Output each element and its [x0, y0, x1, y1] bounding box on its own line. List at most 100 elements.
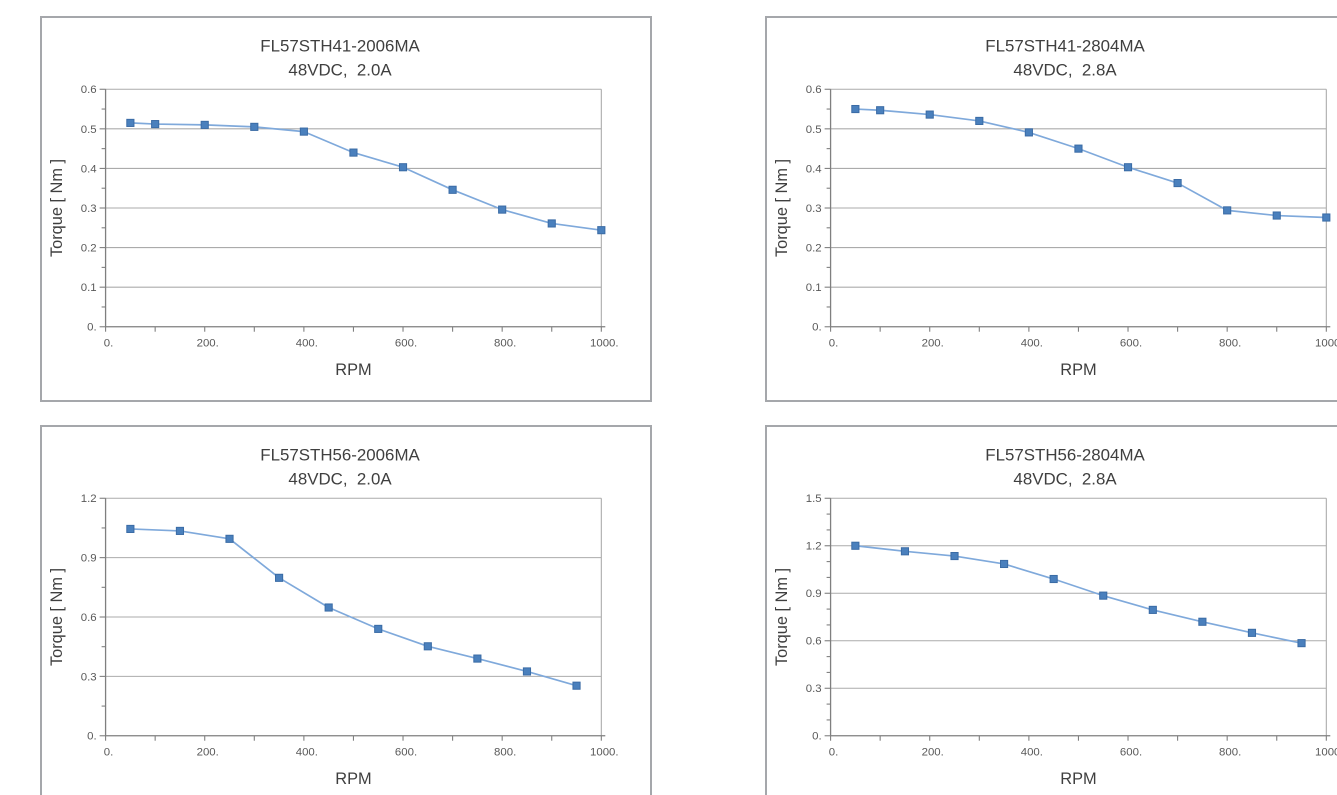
data-point-marker — [1272, 211, 1281, 220]
x-tick-label: 1000. — [1315, 338, 1337, 350]
series-markers — [851, 541, 1306, 648]
chart-subtitle: 48VDC, 2.0A — [288, 60, 392, 79]
tick-labels: 0. 0.3 0.6 0.9 1.2 1.5 0. 200. 400. 600. 800. 1000. — [806, 493, 1337, 758]
data-point-marker — [324, 603, 333, 612]
data-point-marker — [522, 667, 532, 676]
x-tick-label: 1000. — [1315, 747, 1337, 759]
data-point-marker — [1099, 591, 1108, 600]
data-point-marker — [1024, 128, 1033, 137]
y-tick-label: 0.4 — [81, 163, 97, 175]
x-tick-label: 200. — [922, 338, 944, 350]
x-tick-label: 200. — [197, 747, 219, 759]
y-tick-label: 0.4 — [806, 163, 822, 175]
y-tick-label: 0.3 — [806, 203, 822, 215]
y-tick-label: 1.5 — [806, 493, 822, 505]
x-tick-label: 800. — [1219, 747, 1241, 759]
x-tick-label: 0. — [104, 747, 114, 759]
x-tick-label: 800. — [494, 747, 516, 759]
chart-panel-top-left: 0. 0.1 0.2 0.3 0.4 0.5 0.6 0. 200. 400. 600. 800. 10… — [40, 16, 652, 402]
data-point-marker — [151, 120, 160, 129]
x-tick-label: 400. — [1021, 747, 1043, 759]
y-tick-label: 0.2 — [81, 243, 97, 255]
data-point-marker — [1322, 213, 1331, 222]
axis-ticks — [824, 497, 1327, 741]
data-point-marker — [473, 654, 482, 663]
gridlines — [830, 497, 1327, 736]
data-point-marker — [547, 219, 556, 228]
x-tick-label: 400. — [1021, 338, 1043, 350]
y-tick-label: 0.6 — [806, 84, 822, 96]
torque-curve-chart: 0. 0.3 0.6 0.9 1.2 0. 200. 400. 600. 800. 1000. FL5… — [48, 446, 619, 789]
y-axis-label: Torque [ Nm ] — [773, 568, 791, 666]
data-point-marker — [250, 122, 259, 131]
x-tick-label: 600. — [1120, 338, 1142, 350]
data-point-marker — [1173, 179, 1182, 188]
data-point-marker — [975, 116, 984, 125]
data-point-marker — [1247, 628, 1257, 637]
data-point-marker — [1123, 163, 1133, 172]
axis-ticks — [99, 88, 602, 332]
tick-labels: 0. 0.1 0.2 0.3 0.4 0.5 0.6 0. 200. 400. 600. 800. 10… — [81, 84, 619, 349]
y-tick-label: 0.9 — [806, 588, 822, 600]
y-tick-label: 0.9 — [81, 553, 97, 565]
data-point-marker — [175, 526, 185, 535]
data-point-marker — [1148, 605, 1157, 614]
gridlines — [105, 497, 602, 736]
data-point-marker — [200, 120, 209, 129]
data-point-marker — [597, 226, 606, 235]
y-tick-label: 0.1 — [81, 282, 97, 294]
tick-labels: 0. 0.1 0.2 0.3 0.4 0.5 0.6 0. 200. 400. 600. 800. 10… — [806, 84, 1337, 349]
x-axis-label: RPM — [335, 361, 371, 379]
gridlines — [830, 88, 1327, 327]
data-point-marker — [1198, 617, 1207, 626]
y-tick-label: 0.6 — [806, 636, 822, 648]
x-tick-label: 200. — [197, 338, 219, 350]
series-line — [855, 108, 1327, 219]
x-tick-label: 800. — [494, 338, 516, 350]
data-point-marker — [126, 118, 135, 127]
torque-curve-chart: 0. 0.1 0.2 0.3 0.4 0.5 0.6 0. 200. 400. 600. 800. 10… — [48, 37, 619, 380]
chart-panel-bottom-right: 0. 0.3 0.6 0.9 1.2 1.5 0. 200. 400. 600. 800. 1000.… — [765, 425, 1337, 795]
y-tick-label: 0.1 — [806, 282, 822, 294]
y-tick-label: 1.2 — [806, 541, 822, 553]
data-point-marker — [423, 642, 432, 651]
x-tick-label: 800. — [1219, 338, 1241, 350]
data-point-marker — [572, 681, 581, 690]
y-tick-label: 0. — [812, 731, 822, 743]
data-point-marker — [900, 547, 910, 556]
y-tick-label: 0.6 — [81, 84, 97, 96]
series-markers — [851, 104, 1331, 222]
x-tick-label: 0. — [104, 338, 114, 350]
torque-curve-chart: 0. 0.3 0.6 0.9 1.2 1.5 0. 200. 400. 600. 800. 1000.… — [773, 446, 1337, 789]
series-line — [130, 528, 577, 687]
y-tick-label: 0.5 — [81, 124, 97, 136]
chart-subtitle: 48VDC, 2.8A — [1013, 469, 1117, 488]
torque-curve-chart: 0. 0.1 0.2 0.3 0.4 0.5 0.6 0. 200. 400. 600. 800. 10… — [773, 37, 1337, 380]
y-tick-label: 0. — [87, 322, 97, 334]
y-tick-label: 0.3 — [806, 683, 822, 695]
x-tick-label: 0. — [829, 338, 839, 350]
data-point-marker — [1297, 639, 1306, 648]
x-tick-label: 600. — [395, 747, 417, 759]
axis-ticks — [99, 497, 602, 741]
x-tick-label: 400. — [296, 338, 318, 350]
y-axis-label: Torque [ Nm ] — [773, 159, 791, 257]
data-point-marker — [851, 104, 860, 114]
data-point-marker — [498, 205, 507, 214]
series-markers — [126, 524, 581, 690]
chart-title: FL57STH41-2006MA — [260, 37, 420, 56]
data-point-marker — [398, 163, 408, 172]
gridlines — [105, 88, 602, 327]
data-point-marker — [225, 534, 234, 543]
y-axis-label: Torque [ Nm ] — [48, 159, 66, 257]
y-tick-label: 0.2 — [806, 243, 822, 255]
data-point-marker — [1049, 574, 1058, 584]
chart-panel-bottom-left: 0. 0.3 0.6 0.9 1.2 0. 200. 400. 600. 800. 1000. FL5… — [40, 425, 652, 795]
axis-ticks — [824, 88, 1327, 332]
data-point-marker — [126, 524, 135, 533]
data-point-marker — [1000, 559, 1009, 569]
x-tick-label: 600. — [395, 338, 417, 350]
data-point-marker — [299, 127, 308, 136]
data-point-marker — [1074, 144, 1083, 153]
